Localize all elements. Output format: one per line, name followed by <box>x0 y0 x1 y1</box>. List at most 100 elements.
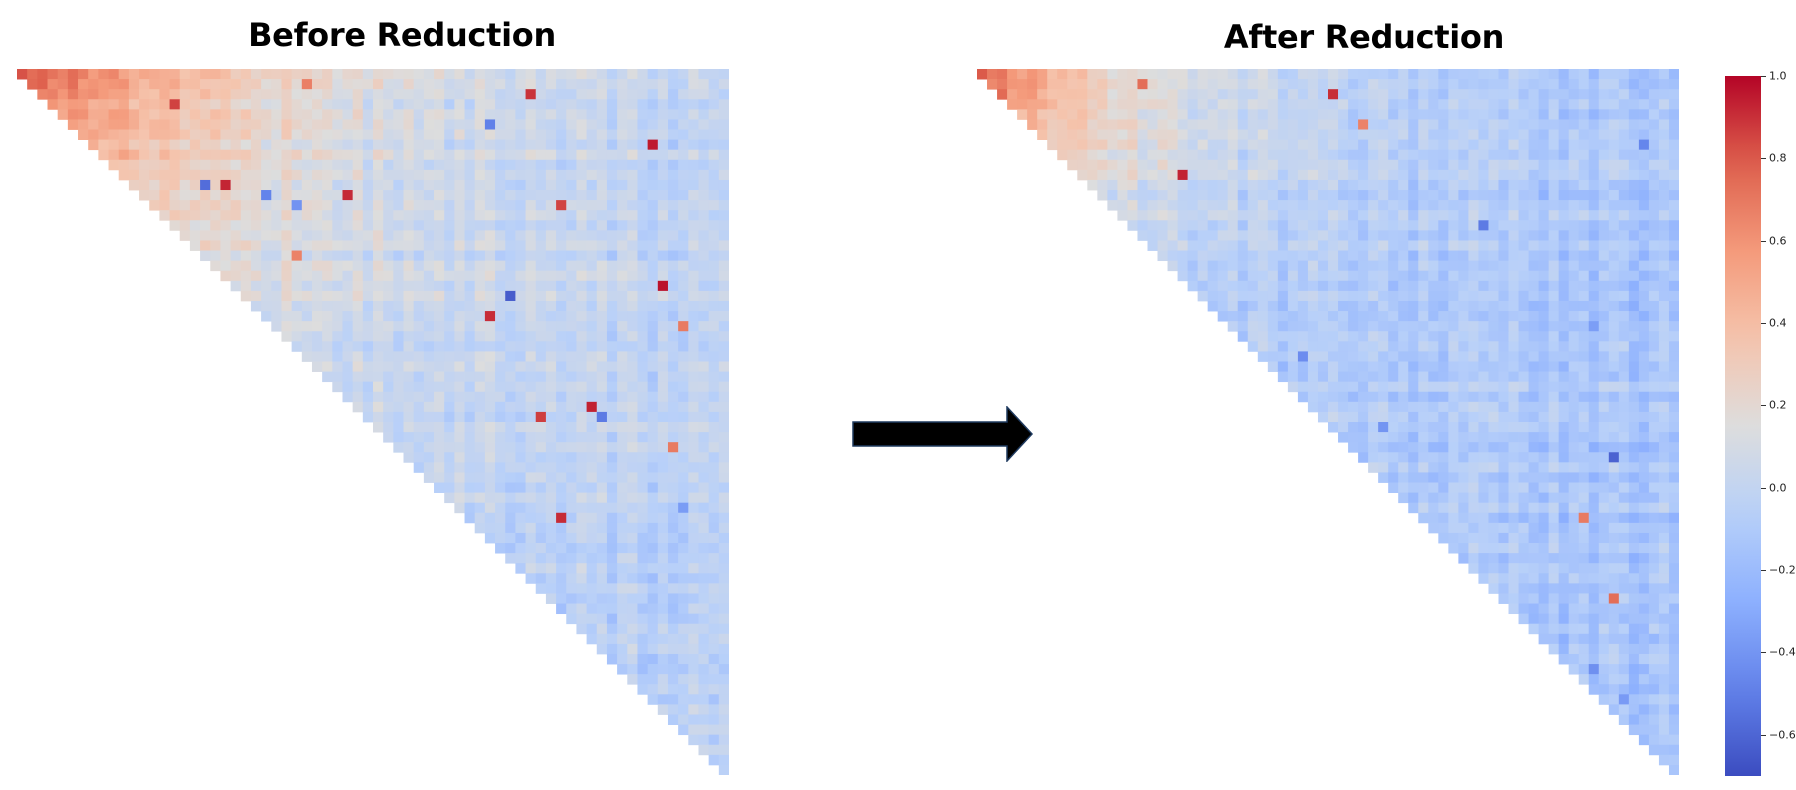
heatmap-cell <box>596 623 608 635</box>
heatmap-cell <box>1368 341 1379 352</box>
heatmap-cell <box>1528 462 1539 473</box>
heatmap-cell <box>1608 260 1620 272</box>
heatmap-cell <box>220 119 231 130</box>
heatmap-cell <box>535 532 547 544</box>
heatmap-cell <box>1638 714 1650 725</box>
heatmap-cell <box>444 331 455 342</box>
heatmap-cell <box>1358 109 1369 120</box>
heatmap-cell <box>566 482 577 493</box>
heatmap-cell <box>332 381 343 393</box>
heatmap-cell <box>1237 179 1249 191</box>
heatmap-cell <box>1448 280 1459 292</box>
heatmap-cell <box>1388 391 1399 403</box>
heatmap-cell <box>1247 69 1259 80</box>
heatmap-cell <box>454 401 465 413</box>
heatmap-cell <box>708 532 720 544</box>
heatmap-cell <box>525 300 537 312</box>
heatmap-cell <box>1338 321 1349 332</box>
heatmap-cell <box>667 210 679 221</box>
heatmap-cell <box>413 200 425 211</box>
heatmap-cell <box>1478 472 1489 483</box>
heatmap-cell <box>657 553 669 564</box>
heatmap-cell <box>322 250 333 262</box>
heatmap-cell <box>1187 119 1199 130</box>
heatmap-cell <box>1428 220 1439 231</box>
heatmap-cell <box>311 361 323 372</box>
heatmap-cell <box>1177 210 1188 221</box>
heatmap-cell <box>1588 613 1600 625</box>
heatmap-cell <box>1618 260 1630 272</box>
heatmap-cell <box>525 502 537 514</box>
heatmap-cell <box>484 169 496 181</box>
heatmap-cell <box>545 69 557 80</box>
heatmap-cell <box>586 79 598 90</box>
heatmap-cell <box>332 240 343 251</box>
heatmap-cell <box>1648 482 1660 493</box>
heatmap-cell <box>1328 149 1339 161</box>
heatmap-cell <box>454 452 465 463</box>
colorbar-tick-mark <box>1761 405 1766 407</box>
heatmap-cell <box>383 79 394 90</box>
heatmap-cell <box>1588 169 1600 181</box>
heatmap-cell <box>1658 502 1670 514</box>
heatmap-cell <box>495 482 506 493</box>
heatmap-cell <box>1378 89 1389 100</box>
heatmap-cell <box>454 89 465 100</box>
heatmap-cell <box>1428 139 1439 151</box>
heatmap-cell <box>576 119 587 130</box>
heatmap-cell <box>1418 381 1429 393</box>
heatmap-cell <box>1528 250 1539 262</box>
heatmap-cell <box>525 462 537 473</box>
heatmap-cell <box>1237 210 1249 221</box>
heatmap-cell <box>1338 260 1349 272</box>
heatmap-cell <box>718 129 729 140</box>
heatmap-cell <box>505 79 516 90</box>
heatmap-cell <box>576 139 587 151</box>
heatmap-cell <box>667 361 679 372</box>
heatmap-cell <box>210 230 221 241</box>
heatmap-cell <box>423 290 435 302</box>
heatmap-cell <box>1618 502 1630 514</box>
heatmap-cell <box>576 432 587 443</box>
heatmap-cell <box>1508 250 1519 262</box>
heatmap-cell <box>1498 492 1509 504</box>
heatmap-cell <box>484 139 496 151</box>
heatmap-cell <box>1478 401 1489 413</box>
heatmap-cell <box>1488 432 1499 443</box>
heatmap-cell <box>1328 79 1339 90</box>
heatmap-cell <box>617 411 628 423</box>
heatmap-cell <box>596 290 608 302</box>
heatmap-cell <box>1378 432 1389 443</box>
heatmap-cell <box>1277 351 1289 362</box>
heatmap-cell <box>301 341 313 352</box>
heatmap-cell <box>647 240 659 251</box>
heatmap-cell <box>1438 371 1449 383</box>
heatmap-cell <box>1368 149 1379 161</box>
heatmap-cell <box>1267 280 1279 292</box>
heatmap-cell <box>454 442 465 453</box>
heatmap-cell <box>1468 89 1479 100</box>
heatmap-cell <box>1498 290 1509 302</box>
heatmap-cell <box>1648 109 1660 120</box>
heatmap-cell <box>1237 280 1249 292</box>
heatmap-cell <box>535 573 547 584</box>
heatmap-cell <box>1358 69 1369 80</box>
heatmap-cell <box>393 139 404 151</box>
heatmap-cell <box>1368 210 1379 221</box>
heatmap-cell <box>1558 79 1570 90</box>
heatmap-cell <box>413 351 425 362</box>
heatmap-cell <box>1187 260 1199 272</box>
heatmap-cell <box>545 311 557 322</box>
heatmap-cell <box>434 99 445 110</box>
heatmap-cell <box>637 472 649 483</box>
heatmap-cell <box>1378 321 1389 332</box>
heatmap-cell <box>1167 139 1178 151</box>
heatmap-cell <box>1638 169 1650 181</box>
heatmap-cell <box>1418 311 1429 322</box>
heatmap-cell <box>495 311 506 322</box>
heatmap-cell <box>1047 119 1058 130</box>
colorbar-tick-label: 0.8 <box>1769 151 1787 165</box>
heatmap-cell <box>1588 653 1600 665</box>
heatmap-cell <box>1458 200 1469 211</box>
heatmap-cell <box>515 200 526 211</box>
